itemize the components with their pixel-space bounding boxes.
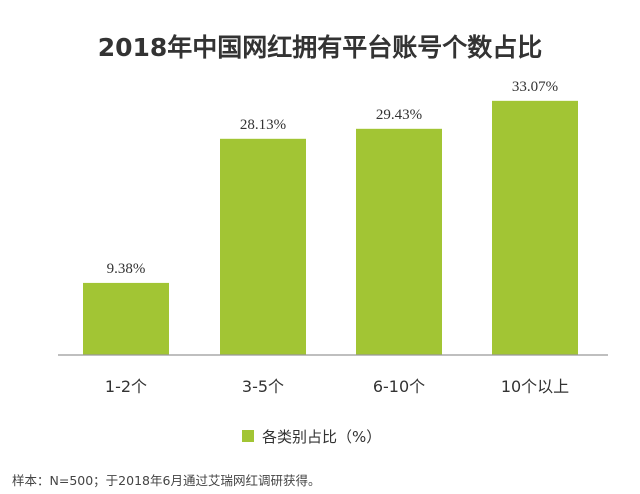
value-label-2: 28.13% bbox=[240, 117, 286, 133]
bars-group bbox=[83, 100, 578, 355]
chart-title: 2018年中国网红拥有平台账号个数占比 bbox=[98, 33, 543, 62]
bar-1 bbox=[83, 282, 169, 355]
legend-label: 各类别占比（%） bbox=[262, 428, 381, 446]
value-label-4: 33.07% bbox=[512, 79, 558, 95]
category-label-4: 10个以上 bbox=[501, 377, 569, 396]
legend: 各类别占比（%） bbox=[242, 428, 381, 446]
category-label-2: 3-5个 bbox=[242, 377, 284, 396]
bar-2 bbox=[220, 138, 306, 355]
value-labels-group: 9.38% 28.13% 29.43% 33.07% bbox=[107, 79, 559, 277]
category-label-1: 1-2个 bbox=[105, 377, 147, 396]
value-label-3: 29.43% bbox=[376, 107, 422, 123]
value-label-1: 9.38% bbox=[107, 261, 146, 277]
bar-3 bbox=[356, 128, 442, 355]
legend-swatch bbox=[242, 430, 254, 442]
category-label-3: 6-10个 bbox=[373, 377, 425, 396]
bar-4 bbox=[492, 100, 578, 355]
source-note: 样本：N=500；于2018年6月通过艾瑞网红调研获得。 bbox=[12, 473, 320, 488]
category-labels-group: 1-2个 3-5个 6-10个 10个以上 bbox=[105, 377, 569, 396]
